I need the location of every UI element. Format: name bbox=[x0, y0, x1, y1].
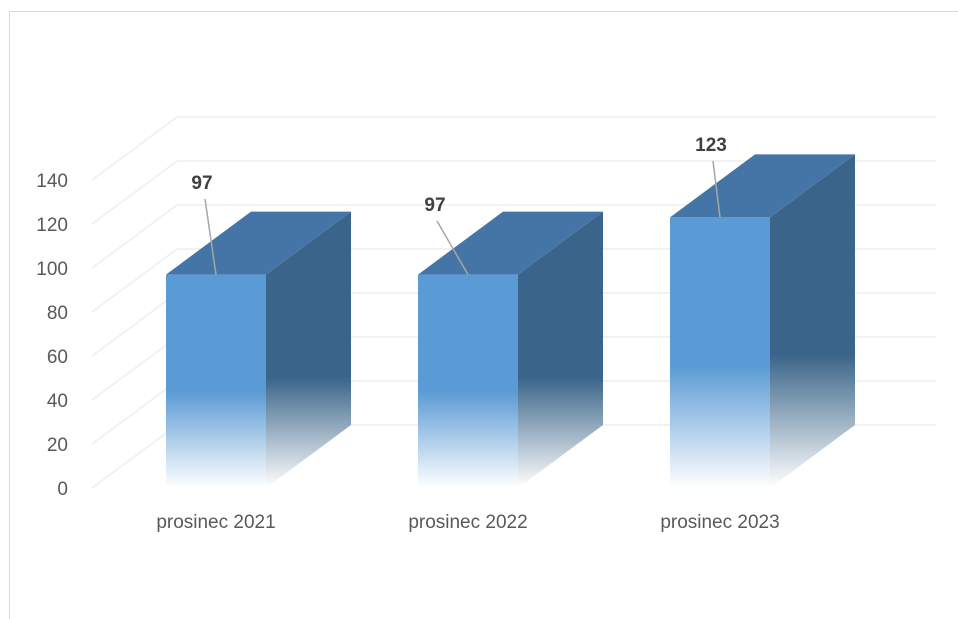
y-tick-label: 60 bbox=[47, 347, 68, 368]
y-tick-label: 20 bbox=[47, 435, 68, 456]
data-label: 97 bbox=[191, 173, 212, 194]
data-label-leader bbox=[712, 160, 721, 218]
gridline bbox=[91, 160, 936, 225]
y-tick-label: 0 bbox=[57, 479, 68, 500]
bar-side-face bbox=[770, 154, 855, 488]
data-label: 97 bbox=[424, 195, 445, 216]
y-tick-label: 100 bbox=[36, 259, 68, 280]
gridline bbox=[91, 204, 936, 269]
x-category-label: prosinec 2022 bbox=[408, 512, 527, 533]
x-category-label: prosinec 2023 bbox=[660, 512, 779, 533]
gridline bbox=[91, 116, 936, 181]
data-label-leader bbox=[436, 220, 469, 275]
y-tick-label: 80 bbox=[47, 303, 68, 324]
bars bbox=[166, 154, 855, 488]
bar-side-face bbox=[266, 211, 351, 488]
bar-front-face bbox=[670, 217, 770, 488]
bar-front-face bbox=[166, 274, 266, 488]
bar bbox=[670, 154, 855, 488]
y-tick-label: 140 bbox=[36, 171, 68, 192]
bar-front-face bbox=[418, 274, 518, 488]
bar-top-face bbox=[418, 211, 603, 275]
bar-top-face bbox=[166, 211, 351, 275]
y-axis-tick-labels: 0 20 40 60 80 100 120 140 bbox=[36, 171, 68, 500]
y-tick-label: 40 bbox=[47, 391, 68, 412]
bar bbox=[418, 211, 603, 488]
x-axis-category-labels: prosinec 2021 prosinec 2022 prosinec 2023 bbox=[156, 512, 779, 533]
data-labels: 97 97 123 bbox=[191, 135, 727, 275]
bar bbox=[166, 211, 351, 488]
y-tick-label: 120 bbox=[36, 215, 68, 236]
bar-side-face bbox=[518, 211, 603, 488]
data-label-leader bbox=[204, 198, 217, 275]
bar-top-face bbox=[670, 154, 855, 218]
x-category-label: prosinec 2021 bbox=[156, 512, 275, 533]
data-label: 123 bbox=[695, 135, 727, 156]
